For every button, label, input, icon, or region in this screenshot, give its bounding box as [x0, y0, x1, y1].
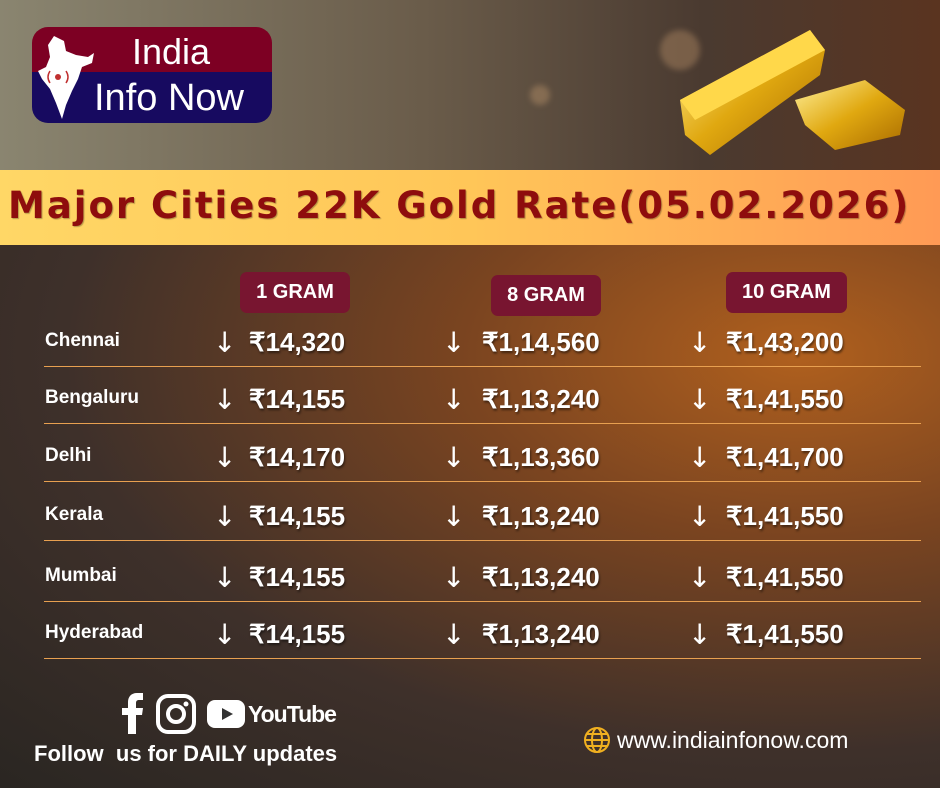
- title-banner: Major Cities 22K Gold Rate(05.02.2026): [0, 170, 940, 245]
- rate-value: ₹1,13,240: [482, 501, 600, 531]
- arrow-down-icon: ↓: [213, 500, 237, 533]
- youtube-icon: [207, 700, 245, 728]
- row-divider: [44, 601, 921, 602]
- rate-value: ₹1,41,550: [726, 501, 844, 531]
- row-divider: [44, 481, 921, 482]
- website-url: www.indiainfonow.com: [617, 726, 849, 753]
- arrow-down-icon: ↓: [442, 561, 466, 594]
- rate-value: ₹1,13,240: [482, 562, 600, 592]
- arrow-down-icon: ↓: [442, 618, 466, 651]
- arrow-down-icon: ↓: [442, 441, 466, 474]
- row-divider: [44, 658, 921, 659]
- column-header-1-gram: 1 GRAM: [240, 272, 350, 313]
- rate-value: ₹14,155: [249, 501, 346, 531]
- arrow-down-icon: ↓: [213, 383, 237, 416]
- column-header-8-gram: 8 GRAM: [491, 275, 601, 316]
- rate-value: ₹14,155: [249, 619, 346, 649]
- rate-value: ₹14,320: [249, 327, 346, 357]
- rate-value: ₹1,41,550: [726, 384, 844, 414]
- rate-value: ₹1,41,700: [726, 442, 844, 472]
- arrow-down-icon: ↓: [688, 326, 712, 359]
- arrow-down-icon: ↓: [688, 500, 712, 533]
- rate-value: ₹1,13,240: [482, 619, 600, 649]
- globe-icon: [584, 727, 610, 753]
- youtube-link[interactable]: YouTube: [207, 700, 337, 728]
- brand-logo: India Info Now: [32, 27, 272, 123]
- rate-value: ₹14,155: [249, 562, 346, 592]
- arrow-down-icon: ↓: [442, 326, 466, 359]
- city-name: Delhi: [45, 445, 92, 466]
- rate-value: ₹14,155: [249, 384, 346, 414]
- row-divider: [44, 366, 921, 367]
- arrow-down-icon: ↓: [442, 383, 466, 416]
- instagram-icon[interactable]: [156, 694, 196, 738]
- row-divider: [44, 540, 921, 541]
- youtube-label: YouTube: [248, 700, 337, 727]
- rate-value: ₹1,41,550: [726, 562, 844, 592]
- brand-line1: India: [132, 31, 211, 72]
- gold-bars-image: [680, 30, 905, 155]
- row-divider: [44, 423, 921, 424]
- arrow-down-icon: ↓: [213, 441, 237, 474]
- bokeh-light: [530, 85, 550, 105]
- city-name: Bengaluru: [45, 387, 139, 408]
- column-header-10-gram: 10 GRAM: [726, 272, 847, 313]
- city-name: Kerala: [45, 504, 104, 525]
- arrow-down-icon: ↓: [213, 618, 237, 651]
- arrow-down-icon: ↓: [213, 326, 237, 359]
- rate-value: ₹1,41,550: [726, 619, 844, 649]
- city-name: Chennai: [45, 330, 120, 351]
- arrow-down-icon: ↓: [688, 441, 712, 474]
- page-title: Major Cities 22K Gold Rate(05.02.2026): [8, 184, 911, 227]
- website-link[interactable]: www.indiainfonow.com: [583, 726, 848, 754]
- rate-value: ₹1,43,200: [726, 327, 844, 357]
- india-map-icon: [38, 36, 94, 119]
- follow-text: Follow us for DAILY updates: [34, 741, 338, 766]
- arrow-down-icon: ↓: [688, 618, 712, 651]
- rate-value: ₹1,14,560: [482, 327, 600, 357]
- arrow-down-icon: ↓: [213, 561, 237, 594]
- city-name: Mumbai: [45, 565, 117, 586]
- bokeh-light: [660, 30, 700, 70]
- arrow-down-icon: ↓: [688, 383, 712, 416]
- rate-value: ₹1,13,360: [482, 442, 600, 472]
- arrow-down-icon: ↓: [688, 561, 712, 594]
- brand-line2: Info Now: [94, 77, 244, 119]
- city-name: Hyderabad: [45, 622, 144, 643]
- rate-value: ₹1,13,240: [482, 384, 600, 414]
- facebook-icon[interactable]: [122, 692, 144, 738]
- rate-value: ₹14,170: [249, 442, 346, 472]
- arrow-down-icon: ↓: [442, 500, 466, 533]
